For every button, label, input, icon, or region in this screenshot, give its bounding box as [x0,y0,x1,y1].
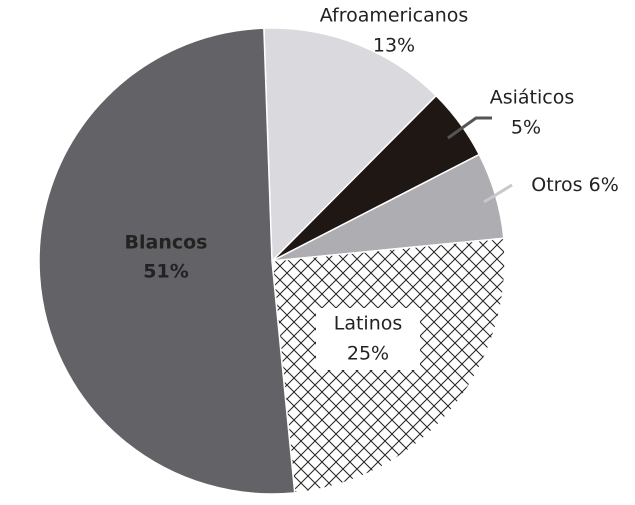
category-label: Latinos [334,313,403,335]
value-label: 5% [511,117,541,139]
value-label: 13% [373,35,415,57]
leader-line [483,183,513,204]
category-label: Asiáticos [490,87,575,109]
pie-slice [38,27,296,495]
pie-slice [263,27,438,263]
category-label: Afroamericanos [320,5,469,27]
value-label: 25% [347,343,389,365]
slice-label: Otros 6% [531,174,619,196]
value-label: 6% [589,174,619,196]
leader-line [447,116,492,140]
category-label: Otros [531,174,582,196]
label-box [316,308,420,370]
category-label: Blancos [125,232,208,254]
value-label: 51% [143,261,188,283]
